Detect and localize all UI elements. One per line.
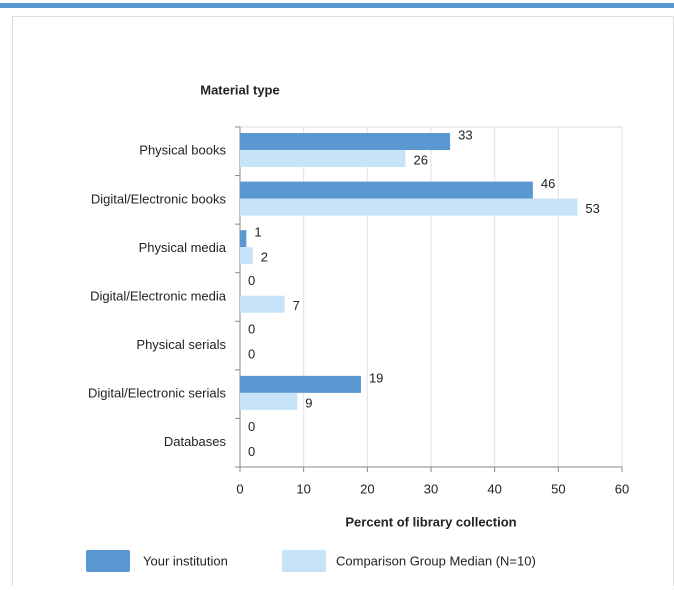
value-label: 0: [248, 444, 255, 459]
bar: [240, 295, 285, 313]
legend-swatch: [86, 550, 130, 572]
x-tick-label: 60: [615, 481, 629, 496]
x-tick-label: 20: [360, 481, 374, 496]
bar: [240, 150, 406, 167]
value-label: 0: [248, 419, 255, 434]
y-tick-label: Digital/Electronic books: [91, 191, 227, 206]
y-tick-label: Databases: [164, 434, 227, 449]
x-axis-title: Percent of library collection: [345, 514, 516, 529]
y-tick-label: Digital/Electronic serials: [88, 386, 226, 401]
y-tick-label: Digital/Electronic media: [90, 288, 227, 303]
value-label: 46: [541, 176, 555, 191]
value-label: 9: [305, 395, 312, 410]
x-tick-label: 40: [487, 481, 501, 496]
bar: [240, 230, 247, 248]
bar: [240, 181, 533, 199]
top-bar: [0, 3, 674, 8]
x-tick-label: 0: [236, 481, 243, 496]
y-axis-title: Material type: [200, 82, 279, 97]
y-tick-label: Physical books: [139, 143, 226, 158]
value-label: 1: [254, 225, 261, 240]
bar: [240, 392, 298, 410]
bar: [240, 247, 253, 265]
value-label: 19: [369, 370, 383, 385]
value-label: 7: [293, 298, 300, 313]
bar: [240, 133, 451, 150]
bar: [240, 198, 578, 216]
y-tick-label: Physical serials: [136, 337, 226, 352]
legend-swatch: [282, 550, 326, 572]
y-tick-label: Physical media: [139, 240, 227, 255]
value-label: 26: [414, 152, 428, 167]
value-label: 33: [458, 127, 472, 142]
legend-label: Your institution: [143, 553, 228, 568]
x-tick-label: 30: [424, 481, 438, 496]
legend-label: Comparison Group Median (N=10): [336, 553, 536, 568]
value-label: 0: [248, 347, 255, 362]
value-label: 53: [585, 201, 599, 216]
x-tick-label: 50: [551, 481, 565, 496]
bar: [240, 375, 361, 393]
value-label: 0: [248, 273, 255, 288]
x-tick-label: 10: [296, 481, 310, 496]
value-label: 2: [261, 250, 268, 265]
value-label: 0: [248, 322, 255, 337]
